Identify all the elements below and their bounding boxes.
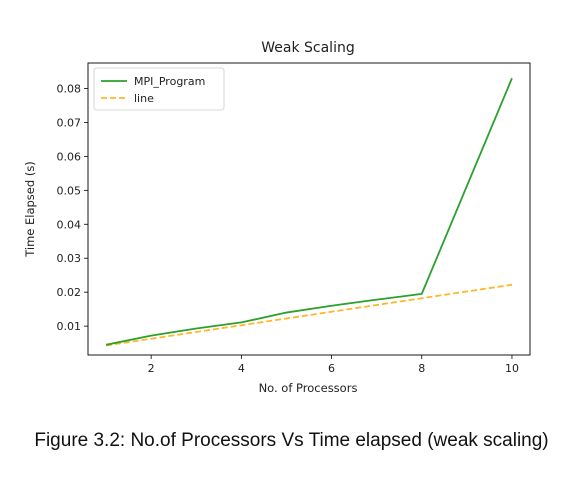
y-tick-label: 0.08 bbox=[57, 82, 82, 95]
x-tick-label: 10 bbox=[505, 362, 519, 375]
x-tick-label: 4 bbox=[238, 362, 245, 375]
y-tick-label: 0.05 bbox=[57, 184, 82, 197]
weak-scaling-chart: Weak Scaling 2 4 6 8 10 0.01 0.02 0.03 0.04 0.05… bbox=[23, 40, 531, 395]
figure-caption: Figure 3.2: No.of Processors Vs Time ela… bbox=[34, 430, 549, 451]
x-axis-ticks: 2 4 6 8 10 bbox=[148, 355, 519, 375]
series-layer bbox=[105, 77, 513, 347]
y-tick-label: 0.02 bbox=[57, 286, 82, 299]
legend-frame bbox=[93, 67, 225, 111]
x-tick-label: 6 bbox=[328, 362, 335, 375]
x-tick-label: 8 bbox=[418, 362, 425, 375]
x-tick-label: 2 bbox=[148, 362, 155, 375]
legend-label: MPI_Program bbox=[134, 75, 205, 88]
y-tick-label: 0.07 bbox=[57, 116, 82, 129]
y-tick-label: 0.06 bbox=[57, 150, 82, 163]
y-axis-label: Time Elapsed (s) bbox=[23, 161, 37, 258]
y-axis-ticks: 0.01 0.02 0.03 0.04 0.05 0.06 0.07 0.08 bbox=[57, 82, 88, 333]
chart-title: Weak Scaling bbox=[261, 40, 354, 56]
series-line-mpi-program bbox=[105, 77, 513, 346]
series-line-line bbox=[105, 283, 513, 347]
plot-area-frame bbox=[87, 62, 531, 356]
legend-label: line bbox=[134, 92, 154, 105]
x-axis-label: No. of Processors bbox=[259, 381, 358, 395]
y-tick-label: 0.01 bbox=[57, 320, 82, 333]
y-tick-label: 0.03 bbox=[57, 252, 82, 265]
y-tick-label: 0.04 bbox=[57, 218, 82, 231]
